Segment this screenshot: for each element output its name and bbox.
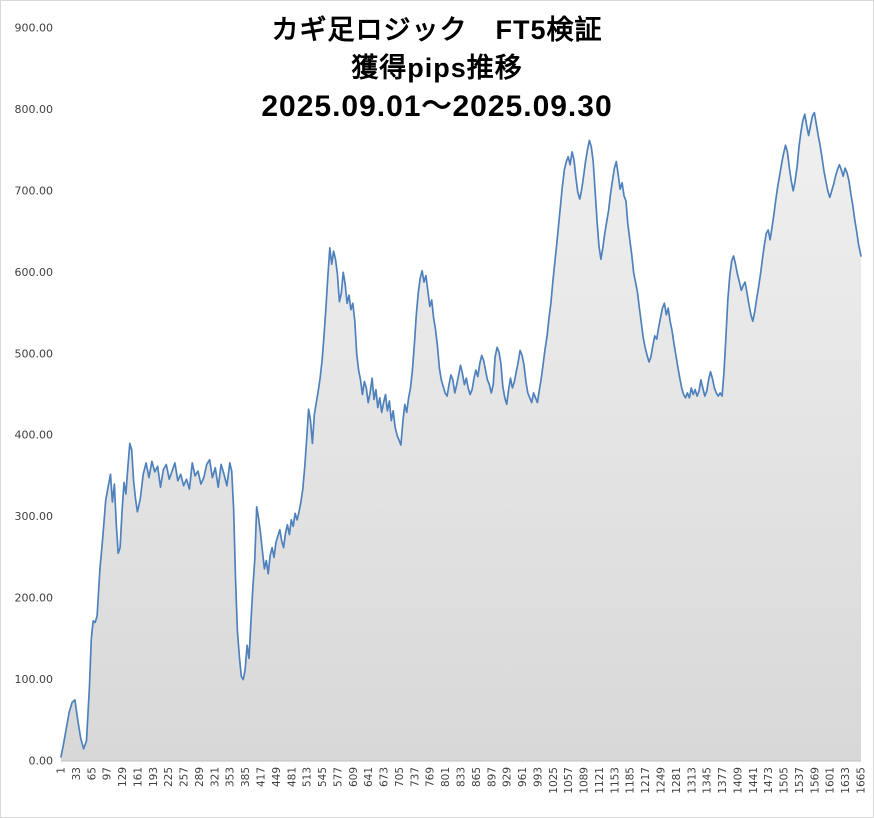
x-tick-label: 961 xyxy=(517,767,529,787)
x-tick-label: 1 xyxy=(56,767,68,774)
y-tick-label: 300.00 xyxy=(15,510,54,523)
x-tick-label: 65 xyxy=(86,767,98,780)
x-tick-label: 1217 xyxy=(640,767,652,794)
y-tick-label: 800.00 xyxy=(15,103,54,116)
x-tick-label: 257 xyxy=(179,767,191,787)
x-tick-label: 609 xyxy=(348,767,360,787)
x-tick-label: 193 xyxy=(148,767,160,787)
x-tick-label: 801 xyxy=(440,767,452,787)
y-tick-label: 600.00 xyxy=(15,266,54,279)
x-tick-label: 1569 xyxy=(809,767,821,794)
x-tick-label: 577 xyxy=(332,767,344,787)
y-tick-label: 100.00 xyxy=(15,673,54,686)
y-tick-label: 200.00 xyxy=(15,592,54,605)
y-tick-label: 500.00 xyxy=(15,347,54,360)
x-tick-label: 385 xyxy=(240,767,252,787)
y-tick-label: 700.00 xyxy=(15,184,54,197)
x-tick-label: 1089 xyxy=(579,767,591,794)
x-tick-label: 1121 xyxy=(594,767,606,794)
x-tick-label: 481 xyxy=(286,767,298,787)
x-tick-label: 225 xyxy=(163,767,175,787)
x-tick-label: 993 xyxy=(532,767,544,787)
x-tick-label: 33 xyxy=(71,767,83,780)
x-tick-label: 929 xyxy=(502,767,514,787)
x-tick-label: 1057 xyxy=(563,767,575,794)
x-tick-label: 161 xyxy=(132,767,144,787)
x-tick-label: 641 xyxy=(363,767,375,787)
x-tick-label: 449 xyxy=(271,767,283,787)
x-tick-label: 1409 xyxy=(732,767,744,794)
x-tick-label: 1505 xyxy=(779,767,791,794)
x-tick-label: 1377 xyxy=(717,767,729,794)
x-tick-label: 129 xyxy=(117,767,129,787)
x-tick-label: 1601 xyxy=(825,767,837,794)
x-tick-label: 545 xyxy=(317,767,329,787)
y-tick-label: 400.00 xyxy=(15,429,54,442)
x-tick-label: 1345 xyxy=(702,767,714,794)
x-tick-label: 1313 xyxy=(686,767,698,794)
x-tick-label: 321 xyxy=(209,767,221,787)
x-tick-label: 417 xyxy=(256,767,268,787)
x-tick-label: 1185 xyxy=(625,767,637,794)
x-tick-label: 513 xyxy=(302,767,314,787)
x-tick-label: 737 xyxy=(409,767,421,787)
x-tick-label: 833 xyxy=(456,767,468,787)
y-tick-label: 900.00 xyxy=(15,22,54,35)
x-tick-label: 1441 xyxy=(748,767,760,794)
x-tick-label: 865 xyxy=(471,767,483,787)
x-tick-label: 897 xyxy=(486,767,498,787)
x-tick-label: 353 xyxy=(225,767,237,787)
x-tick-label: 705 xyxy=(394,767,406,787)
x-tick-label: 1633 xyxy=(840,767,852,794)
x-tick-label: 1665 xyxy=(856,767,868,794)
x-tick-label: 1473 xyxy=(763,767,775,794)
x-tick-label: 1281 xyxy=(671,767,683,794)
y-tick-label: 0.00 xyxy=(29,755,54,768)
x-tick-label: 1025 xyxy=(548,767,560,794)
area-fill xyxy=(61,112,861,761)
x-tick-label: 289 xyxy=(194,767,206,787)
x-tick-label: 1153 xyxy=(609,767,621,794)
series-line xyxy=(60,111,862,758)
x-tick-label: 1537 xyxy=(794,767,806,794)
x-tick-label: 769 xyxy=(425,767,437,787)
x-tick-label: 673 xyxy=(379,767,391,787)
x-tick-label: 97 xyxy=(102,767,114,780)
x-tick-label: 1249 xyxy=(656,767,668,794)
